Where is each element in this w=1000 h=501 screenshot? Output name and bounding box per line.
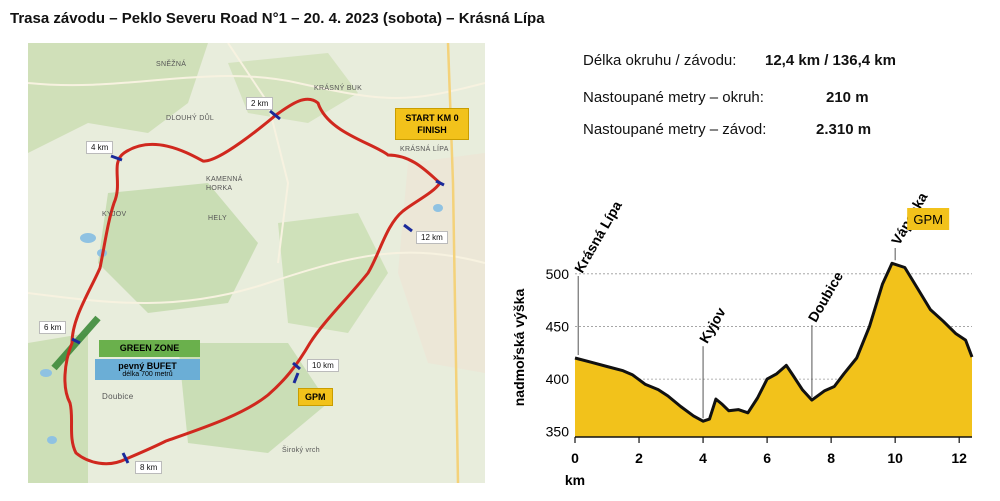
- start-label: START KM 0: [405, 113, 459, 123]
- bufet-title: pevný BUFET: [118, 361, 177, 371]
- gpm-map-label: GPM: [298, 388, 333, 406]
- km-marker-2: 2 km: [246, 97, 274, 110]
- annotation-label-0: Krásná Lípa: [571, 198, 625, 276]
- bufet-label: pevný BUFET délka 700 metrů: [95, 359, 200, 380]
- stat-label-length: Délka okruhu / závodu:: [583, 52, 737, 69]
- x-tick-label-10: 10: [887, 450, 903, 466]
- x-tick-label-6: 6: [763, 450, 771, 466]
- annotation-label-1: Kyjov: [696, 305, 729, 346]
- elevation-profile-chart: 350 400 450 500 0 2 4 6 8 10 12 km nadmořská výška Kr…: [511, 189, 974, 488]
- route-map: SNĚŽNÁ KRÁSNÝ BUK DLOUHÝ DŮL KRÁSNÁ LÍPA…: [28, 43, 485, 483]
- x-tick-label-8: 8: [827, 450, 835, 466]
- y-tick-label-350: 350: [546, 424, 570, 440]
- y-tick-label-400: 400: [546, 371, 570, 387]
- km-marker-12: 12 km: [416, 231, 448, 244]
- stat-value-length: 12,4 km / 136,4 km: [765, 52, 896, 69]
- place-kyjov: KYJOV: [102, 211, 127, 218]
- page-title: Trasa závodu – Peklo Severu Road N°1 – 2…: [10, 10, 545, 27]
- stat-row-climb-race: Nastoupané metry – závod: 2.310 m: [583, 121, 871, 138]
- y-tick-label-450: 450: [546, 318, 570, 334]
- gpm-chart-label: GPM: [913, 212, 943, 227]
- x-tick-label-2: 2: [635, 450, 643, 466]
- km-marker-10: 10 km: [307, 359, 339, 372]
- place-kamenna-horka: KAMENNÁ HORKA: [206, 176, 243, 192]
- gpm-chart-box: [907, 208, 950, 230]
- start-finish-label: START KM 0 FINISH: [395, 108, 469, 140]
- place-krasny-buk: KRÁSNÝ BUK: [314, 85, 363, 92]
- green-zone-label: GREEN ZONE: [99, 340, 200, 357]
- place-dlouhy-dul: DLOUHÝ DŮL: [166, 115, 215, 122]
- elevation-area: [575, 263, 972, 437]
- place-sinezna: SNĚŽNÁ: [156, 61, 187, 68]
- stat-label-climb-lap: Nastoupané metry – okruh:: [583, 89, 764, 106]
- x-tick-label-4: 4: [699, 450, 707, 466]
- km-marker-8: 8 km: [135, 461, 163, 474]
- elevation-line: [574, 261, 974, 423]
- place-hely: HELY: [208, 215, 227, 222]
- x-tick-label-0: 0: [571, 450, 579, 466]
- finish-label: FINISH: [417, 125, 447, 135]
- place-siroky-vrch: Široký vrch: [282, 447, 320, 454]
- stat-value-climb-race: 2.310 m: [816, 121, 872, 138]
- annotation-label-2: Doubice: [805, 269, 847, 325]
- place-doubice: Doubice: [102, 392, 134, 401]
- stat-value-climb-lap: 210 m: [826, 89, 869, 106]
- y-tick-label-500: 500: [546, 266, 570, 282]
- x-axis-label: km: [565, 472, 585, 488]
- x-tick-label-12: 12: [951, 450, 967, 466]
- bufet-subtitle: délka 700 metrů: [122, 371, 173, 378]
- map-background: [28, 43, 485, 483]
- stat-label-climb-race: Nastoupané metry – závod:: [583, 121, 767, 138]
- y-axis-label: nadmořská výška: [511, 289, 527, 407]
- km-marker-4: 4 km: [86, 141, 114, 154]
- km-marker-6: 6 km: [39, 321, 67, 334]
- stat-row-climb-lap: Nastoupané metry – okruh: 210 m: [583, 89, 869, 106]
- place-krasna-lipa: KRÁSNÁ LÍPA: [400, 146, 449, 153]
- stat-row-length: Délka okruhu / závodu: 12,4 km / 136,4 k…: [583, 52, 896, 69]
